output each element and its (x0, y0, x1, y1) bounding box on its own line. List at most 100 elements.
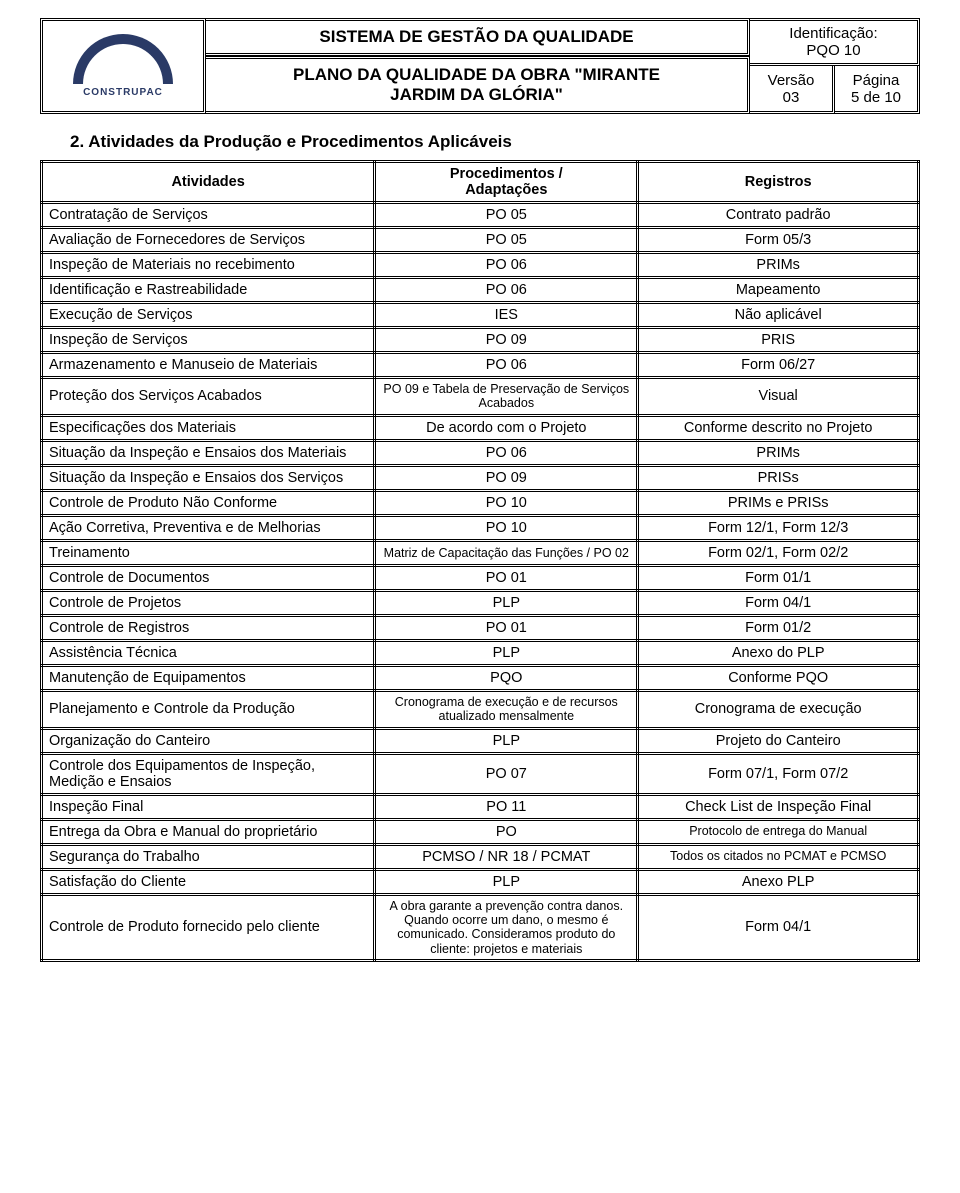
plan-title-line2: JARDIM DA GLÓRIA" (390, 85, 563, 104)
versao-cell: Versão 03 (750, 66, 835, 114)
cell-atividade: Inspeção Final (42, 794, 375, 819)
cell-registro: Check List de Inspeção Final (638, 794, 919, 819)
table-row: Entrega da Obra e Manual do proprietário… (42, 819, 919, 844)
cell-registro: PRIMs e PRISs (638, 490, 919, 515)
cell-procedimento: PO 09 (375, 328, 638, 353)
cell-atividade: Execução de Serviços (42, 303, 375, 328)
cell-procedimento: PLP (375, 728, 638, 753)
cell-atividade: Planejamento e Controle da Produção (42, 690, 375, 728)
cell-procedimento: PO (375, 819, 638, 844)
ident-label: Identificação: (789, 25, 877, 42)
table-body: Contratação de ServiçosPO 05Contrato pad… (42, 203, 919, 961)
cell-registro: Form 04/1 (638, 590, 919, 615)
cell-procedimento: Matriz de Capacitação das Funções / PO 0… (375, 540, 638, 565)
cell-procedimento: PCMSO / NR 18 / PCMAT (375, 844, 638, 869)
header-meta: Identificação: PQO 10 Versão 03 Página 5… (750, 18, 920, 114)
cell-atividade: Controle dos Equipamentos de Inspeção, M… (42, 753, 375, 794)
cell-registro: Form 06/27 (638, 353, 919, 378)
table-row: TreinamentoMatriz de Capacitação das Fun… (42, 540, 919, 565)
cell-atividade: Ação Corretiva, Preventiva e de Melhoria… (42, 515, 375, 540)
cell-registro: Cronograma de execução (638, 690, 919, 728)
table-row: Situação da Inspeção e Ensaios dos Mater… (42, 440, 919, 465)
cell-registro: PRIS (638, 328, 919, 353)
cell-procedimento: PO 07 (375, 753, 638, 794)
cell-atividade: Entrega da Obra e Manual do proprietário (42, 819, 375, 844)
table-row: Armazenamento e Manuseio de MateriaisPO … (42, 353, 919, 378)
cell-atividade: Assistência Técnica (42, 640, 375, 665)
table-row: Inspeção de Materiais no recebimentoPO 0… (42, 253, 919, 278)
cell-procedimento: PQO (375, 665, 638, 690)
cell-procedimento: De acordo com o Projeto (375, 415, 638, 440)
table-row: Proteção dos Serviços AcabadosPO 09 e Ta… (42, 378, 919, 416)
ident-value: PQO 10 (806, 42, 860, 59)
table-row: Controle de Produto fornecido pelo clien… (42, 894, 919, 961)
cell-atividade: Organização do Canteiro (42, 728, 375, 753)
cell-procedimento: A obra garante a prevenção contra danos.… (375, 894, 638, 961)
cell-registro: Anexo do PLP (638, 640, 919, 665)
cell-procedimento: PLP (375, 590, 638, 615)
cell-registro: Conforme PQO (638, 665, 919, 690)
logo-icon (73, 34, 173, 84)
cell-registro: Conforme descrito no Projeto (638, 415, 919, 440)
document-header: CONSTRUPAC SISTEMA DE GESTÃO DA QUALIDAD… (40, 18, 920, 114)
cell-registro: Form 02/1, Form 02/2 (638, 540, 919, 565)
table-row: Controle de DocumentosPO 01Form 01/1 (42, 565, 919, 590)
cell-atividade: Controle de Registros (42, 615, 375, 640)
cell-procedimento: PO 06 (375, 253, 638, 278)
cell-procedimento: PO 01 (375, 565, 638, 590)
cell-procedimento: PO 05 (375, 203, 638, 228)
cell-procedimento: PO 11 (375, 794, 638, 819)
logo-cell: CONSTRUPAC (40, 18, 206, 114)
table-row: Inspeção FinalPO 11Check List de Inspeçã… (42, 794, 919, 819)
plan-title-line1: PLANO DA QUALIDADE DA OBRA "MIRANTE (293, 65, 660, 84)
table-row: Inspeção de ServiçosPO 09PRIS (42, 328, 919, 353)
cell-registro: Visual (638, 378, 919, 416)
pagina-value: 5 de 10 (839, 89, 913, 106)
cell-atividade: Controle de Documentos (42, 565, 375, 590)
header-titles: SISTEMA DE GESTÃO DA QUALIDADE PLANO DA … (206, 18, 750, 114)
table-row: Identificação e RastreabilidadePO 06Mape… (42, 278, 919, 303)
cell-procedimento: PO 06 (375, 278, 638, 303)
section-title: 2. Atividades da Produção e Procedimento… (70, 132, 920, 152)
cell-atividade: Segurança do Trabalho (42, 844, 375, 869)
cell-atividade: Avaliação de Fornecedores de Serviços (42, 228, 375, 253)
cell-atividade: Inspeção de Materiais no recebimento (42, 253, 375, 278)
table-row: Segurança do TrabalhoPCMSO / NR 18 / PCM… (42, 844, 919, 869)
versao-label: Versão (754, 72, 828, 89)
activities-table: Atividades Procedimentos / Adaptações Re… (40, 160, 920, 962)
cell-procedimento: PO 06 (375, 353, 638, 378)
table-row: Assistência TécnicaPLPAnexo do PLP (42, 640, 919, 665)
cell-procedimento: PO 09 (375, 465, 638, 490)
cell-procedimento: PLP (375, 640, 638, 665)
cell-procedimento: PO 05 (375, 228, 638, 253)
col-header-registros: Registros (638, 162, 919, 203)
table-row: Contratação de ServiçosPO 05Contrato pad… (42, 203, 919, 228)
cell-registro: Form 01/1 (638, 565, 919, 590)
cell-atividade: Controle de Produto fornecido pelo clien… (42, 894, 375, 961)
table-row: Controle de Produto Não ConformePO 10PRI… (42, 490, 919, 515)
plan-title: PLANO DA QUALIDADE DA OBRA "MIRANTE JARD… (206, 56, 750, 114)
cell-atividade: Contratação de Serviços (42, 203, 375, 228)
cell-registro: Anexo PLP (638, 869, 919, 894)
cell-atividade: Satisfação do Cliente (42, 869, 375, 894)
logo-text: CONSTRUPAC (83, 87, 163, 98)
cell-procedimento: PO 10 (375, 490, 638, 515)
col-header-procedimentos: Procedimentos / Adaptações (375, 162, 638, 203)
identificacao-cell: Identificação: PQO 10 (750, 18, 920, 66)
table-row: Organização do CanteiroPLPProjeto do Can… (42, 728, 919, 753)
table-header-row: Atividades Procedimentos / Adaptações Re… (42, 162, 919, 203)
cell-atividade: Armazenamento e Manuseio de Materiais (42, 353, 375, 378)
cell-procedimento: PLP (375, 869, 638, 894)
cell-registro: Todos os citados no PCMAT e PCMSO (638, 844, 919, 869)
cell-atividade: Proteção dos Serviços Acabados (42, 378, 375, 416)
col-header-proc-l2: Adaptações (465, 182, 547, 198)
table-row: Especificações dos MateriaisDe acordo co… (42, 415, 919, 440)
cell-procedimento: Cronograma de execução e de recursos atu… (375, 690, 638, 728)
table-row: Planejamento e Controle da ProduçãoCrono… (42, 690, 919, 728)
cell-atividade: Identificação e Rastreabilidade (42, 278, 375, 303)
cell-registro: PRIMs (638, 440, 919, 465)
cell-registro: PRIMs (638, 253, 919, 278)
cell-registro: Form 07/1, Form 07/2 (638, 753, 919, 794)
cell-procedimento: PO 09 e Tabela de Preservação de Serviço… (375, 378, 638, 416)
cell-atividade: Inspeção de Serviços (42, 328, 375, 353)
